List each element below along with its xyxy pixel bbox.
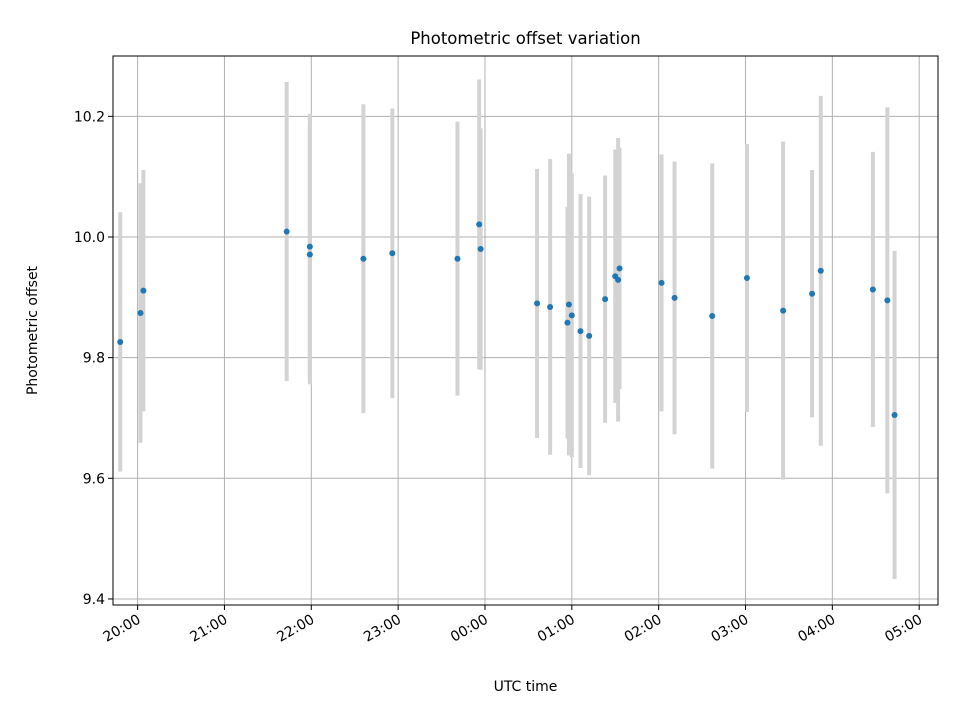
plot-background xyxy=(113,56,938,605)
y-tick-label: 9.6 xyxy=(83,471,105,487)
y-tick-label: 9.4 xyxy=(83,592,105,608)
data-point xyxy=(389,250,396,257)
x-axis-label: UTC time xyxy=(494,679,558,695)
data-point xyxy=(616,265,623,272)
data-point xyxy=(884,297,891,304)
y-tick-label: 10.2 xyxy=(74,109,105,125)
data-point xyxy=(117,338,124,345)
data-point xyxy=(709,313,716,320)
data-point xyxy=(577,328,584,335)
data-point xyxy=(743,275,750,282)
data-point xyxy=(780,307,787,314)
data-point xyxy=(360,255,367,262)
data-point xyxy=(454,255,461,262)
data-point xyxy=(568,312,575,319)
data-point xyxy=(615,276,622,283)
data-point xyxy=(565,301,572,308)
data-point xyxy=(891,411,898,418)
data-points xyxy=(117,221,898,418)
y-tick-label: 10.0 xyxy=(74,230,105,246)
chart-title: Photometric offset variation xyxy=(410,29,640,48)
y-tick-label: 9.8 xyxy=(83,351,105,367)
data-point xyxy=(306,243,313,250)
data-point xyxy=(586,332,593,339)
y-axis-label: Photometric offset xyxy=(25,265,41,395)
data-point xyxy=(869,286,876,293)
data-point xyxy=(306,251,313,258)
data-point xyxy=(658,279,665,286)
data-point xyxy=(817,267,824,274)
data-point xyxy=(809,290,816,297)
data-point xyxy=(547,303,554,310)
data-point xyxy=(602,296,609,303)
data-point xyxy=(283,228,290,235)
data-point xyxy=(671,294,678,301)
data-point xyxy=(534,300,541,307)
data-point xyxy=(564,319,571,326)
plot-frame xyxy=(112,55,939,606)
y-axis-ticks: 9.4 9.6 9.8 10.0 10.2 xyxy=(74,109,113,608)
data-point xyxy=(137,310,144,317)
data-point xyxy=(476,221,483,228)
data-point xyxy=(140,287,147,294)
data-point xyxy=(477,246,484,253)
